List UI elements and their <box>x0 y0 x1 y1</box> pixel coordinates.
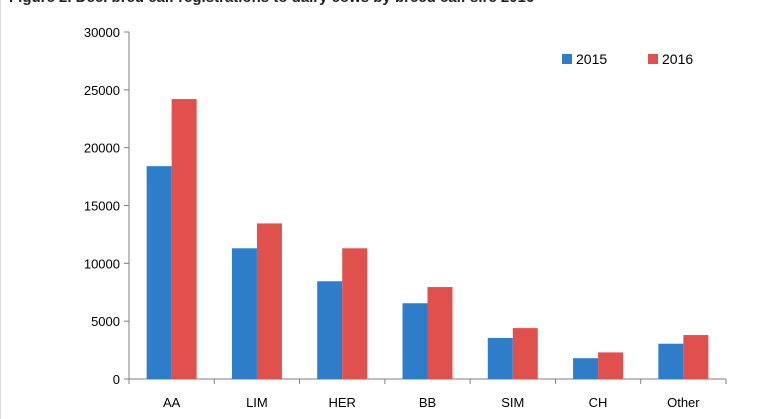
y-tick-label: 10000 <box>84 256 120 271</box>
x-tick-label: BB <box>419 395 436 410</box>
legend-label-2016: 2016 <box>662 51 693 67</box>
x-tick-label: SIM <box>501 395 524 410</box>
x-tick-label: Other <box>667 395 700 410</box>
legend-label-2015: 2015 <box>576 51 607 67</box>
x-tick-label: CH <box>589 395 608 410</box>
x-tick-label: AA <box>163 395 181 410</box>
bar-2015-aa <box>146 166 172 379</box>
bar-2016-other <box>683 335 709 379</box>
y-tick-label: 30000 <box>84 25 120 40</box>
y-tick-label: 15000 <box>84 199 120 214</box>
bar-2016-aa <box>171 99 197 379</box>
bar-2015-her <box>317 281 343 379</box>
bar-2016-lim <box>256 223 282 379</box>
x-tick-label: LIM <box>246 395 268 410</box>
y-tick-label: 5000 <box>91 314 120 329</box>
y-tick-label: 20000 <box>84 141 120 156</box>
bar-2016-ch <box>598 352 624 379</box>
legend-swatch-2015 <box>562 54 572 64</box>
bar-2016-sim <box>512 328 538 379</box>
chart-title: Figure 2. Dec. bred calf registrations t… <box>9 0 784 9</box>
y-tick-label: 25000 <box>84 83 120 98</box>
bar-2015-lim <box>231 248 257 379</box>
bar-2016-bb <box>427 287 453 379</box>
bar-2016-her <box>342 248 368 379</box>
y-tick-label: 0 <box>113 372 120 387</box>
bar-2015-other <box>658 343 684 379</box>
x-tick-label: HER <box>328 395 355 410</box>
bar-2015-bb <box>402 303 428 379</box>
legend-swatch-2016 <box>648 54 658 64</box>
bar-2015-sim <box>487 337 513 379</box>
bar-2015-ch <box>573 358 599 379</box>
